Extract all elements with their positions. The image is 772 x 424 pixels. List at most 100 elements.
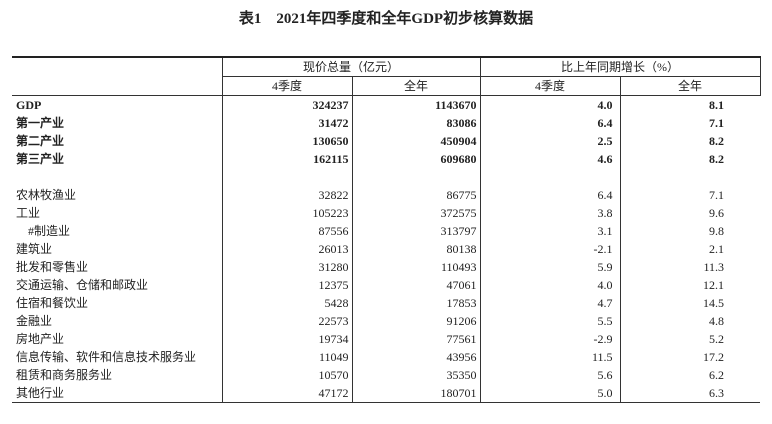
table-row: 其他行业 47172 180701 5.0 6.3 — [12, 384, 760, 403]
table-row: 建筑业 26013 80138 -2.1 2.1 — [12, 240, 760, 258]
cell: 5.6 — [479, 366, 620, 384]
cell: 19734 — [221, 330, 352, 348]
cell: 5.9 — [479, 258, 620, 276]
cell: 83086 — [351, 114, 480, 132]
cell: 17853 — [351, 294, 480, 312]
cell: 5428 — [221, 294, 352, 312]
table-row: #制造业 87556 313797 3.1 9.8 — [12, 222, 760, 240]
cell: 12375 — [221, 276, 352, 294]
cell: 5.2 — [619, 330, 760, 348]
row-label: 交通运输、仓储和邮政业 — [16, 278, 149, 292]
cell: 450904 — [351, 132, 480, 150]
cell: 91206 — [351, 312, 480, 330]
cell: 22573 — [221, 312, 352, 330]
cell: 4.6 — [479, 150, 620, 168]
cell: 2.5 — [479, 132, 620, 150]
table-row: 金融业 22573 91206 5.5 4.8 — [12, 312, 760, 330]
cell: 7.1 — [619, 186, 760, 204]
empty-cell — [619, 168, 760, 186]
table-row: 农林牧渔业 32822 86775 6.4 7.1 — [12, 186, 760, 204]
cell: 11.3 — [619, 258, 760, 276]
cell: 3.1 — [479, 222, 620, 240]
table-body: GDP 324237 1143670 4.0 8.1 第一产业 31472 83086 6.4 7… — [12, 95, 760, 403]
cell: 14.5 — [619, 294, 760, 312]
cell: 4.7 — [479, 294, 620, 312]
header-sub: 4季度 — [479, 76, 621, 96]
empty-cell — [351, 168, 480, 186]
cell: 105223 — [221, 204, 352, 222]
cell: 43956 — [351, 348, 480, 366]
table-row: 第二产业 130650 450904 2.5 8.2 — [12, 132, 760, 150]
cell: 4.0 — [479, 276, 620, 294]
cell: 609680 — [351, 150, 480, 168]
cell: 313797 — [351, 222, 480, 240]
cell: 87556 — [221, 222, 352, 240]
cell: 3.8 — [479, 204, 620, 222]
header-group: 比上年同期增长（%） — [479, 56, 761, 77]
header-sub: 4季度 — [221, 76, 353, 96]
cell: 32822 — [221, 186, 352, 204]
row-label: 金融业 — [16, 314, 53, 328]
cell: -2.1 — [479, 240, 620, 258]
header-sub: 全年 — [351, 76, 481, 96]
cell: 12.1 — [619, 276, 760, 294]
cell: 47061 — [351, 276, 480, 294]
row-label: 信息传输、软件和信息技术服务业 — [16, 350, 197, 364]
cell: 31472 — [221, 114, 352, 132]
empty-cell — [12, 168, 222, 186]
table-row: 信息传输、软件和信息技术服务业 11049 43956 11.5 17.2 — [12, 348, 760, 366]
cell: 8.2 — [619, 150, 760, 168]
cell: 7.1 — [619, 114, 760, 132]
row-label: 第一产业 — [16, 116, 65, 130]
header-row: 现价总量（亿元） 比上年同期增长（%） — [12, 56, 761, 96]
cell: 372575 — [351, 204, 480, 222]
table-row: 住宿和餐饮业 5428 17853 4.7 14.5 — [12, 294, 760, 312]
header-group: 现价总量（亿元） — [221, 56, 481, 77]
cell: 180701 — [351, 384, 480, 403]
table-row: 交通运输、仓储和邮政业 12375 47061 4.0 12.1 — [12, 276, 760, 294]
empty-cell — [479, 168, 620, 186]
row-label: 建筑业 — [16, 242, 53, 256]
row-label: 住宿和餐饮业 — [16, 296, 89, 310]
empty-cell — [221, 168, 352, 186]
cell: 8.1 — [619, 95, 760, 114]
header-sub: 全年 — [619, 76, 761, 96]
table-row: 工业 105223 372575 3.8 9.6 — [12, 204, 760, 222]
table-row: 房地产业 19734 77561 -2.9 5.2 — [12, 330, 760, 348]
cell: 162115 — [221, 150, 352, 168]
table-row: 批发和零售业 31280 110493 5.9 11.3 — [12, 258, 760, 276]
row-label: #制造业 — [28, 224, 71, 238]
table-row: GDP 324237 1143670 4.0 8.1 — [12, 95, 760, 114]
row-label: 工业 — [16, 206, 41, 220]
cell: 11.5 — [479, 348, 620, 366]
cell: 11049 — [221, 348, 352, 366]
cell: 8.2 — [619, 132, 760, 150]
cell: 17.2 — [619, 348, 760, 366]
cell: 47172 — [221, 384, 352, 403]
cell: 80138 — [351, 240, 480, 258]
cell: 110493 — [351, 258, 480, 276]
row-label: 第二产业 — [16, 134, 65, 148]
cell: 77561 — [351, 330, 480, 348]
cell: 2.1 — [619, 240, 760, 258]
cell: 4.8 — [619, 312, 760, 330]
cell: 324237 — [221, 95, 352, 114]
cell: 9.6 — [619, 204, 760, 222]
row-label: 其他行业 — [12, 384, 222, 403]
cell: 5.5 — [479, 312, 620, 330]
cell: 26013 — [221, 240, 352, 258]
table-row: 租赁和商务服务业 10570 35350 5.6 6.2 — [12, 366, 760, 384]
cell: 6.4 — [479, 114, 620, 132]
row-label: 房地产业 — [16, 332, 65, 346]
table-row: 第一产业 31472 83086 6.4 7.1 — [12, 114, 760, 132]
cell: 4.0 — [479, 95, 620, 114]
cell: 6.2 — [619, 366, 760, 384]
row-label: 租赁和商务服务业 — [16, 368, 113, 382]
cell: 9.8 — [619, 222, 760, 240]
cell: -2.9 — [479, 330, 620, 348]
table-title: 表1 2021年四季度和全年GDP初步核算数据 — [238, 11, 534, 27]
header-row: 4季度 全年 4季度 全年 — [12, 76, 761, 96]
cell: 5.0 — [479, 384, 620, 403]
row-label: 第三产业 — [16, 152, 65, 166]
